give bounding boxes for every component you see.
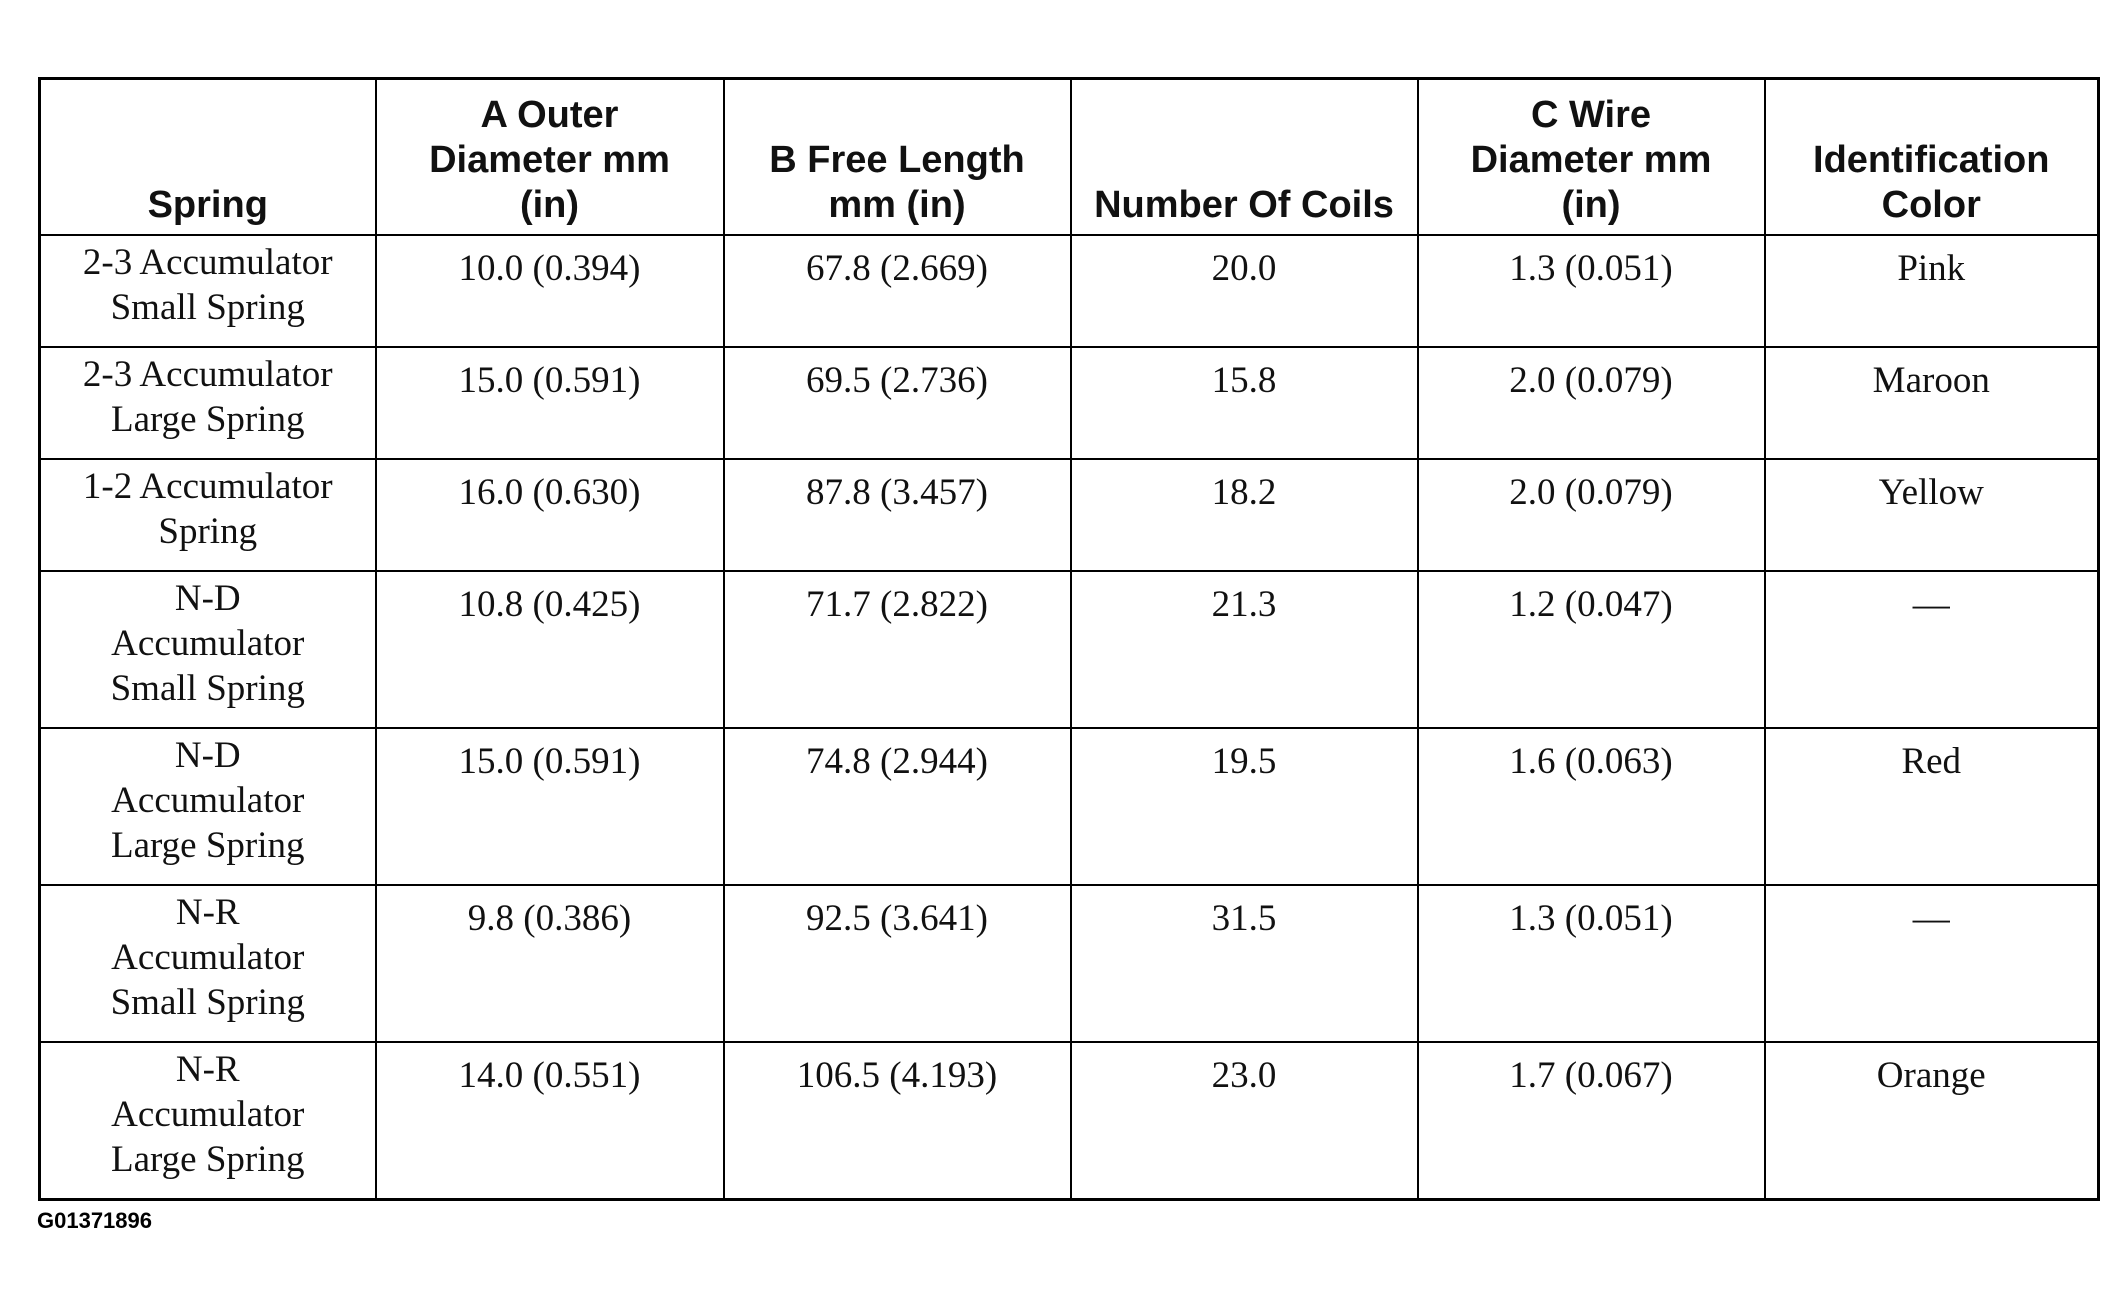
table-cell: 92.5 (3.641) [722,884,1072,1043]
spring-name-cell: N-R Accumulator Small Spring [38,884,377,1043]
table-cell: 1.3 (0.051) [1416,234,1766,348]
table-cell: 10.8 (0.425) [374,570,725,729]
spring-name-cell: 1-2 Accumulator Spring [38,458,377,572]
table-cell: 1.3 (0.051) [1416,884,1766,1043]
column-header: Number Of Coils [1069,77,1419,236]
table-cell: Maroon [1763,346,2100,460]
table-cell: 15.8 [1069,346,1419,460]
table-row: N-R Accumulator Large Spring 14.0 (0.551)… [38,1041,2100,1201]
column-header: B Free Length mm (in) [722,77,1072,236]
table-cell: 15.0 (0.591) [374,346,725,460]
spring-name-cell: N-R Accumulator Large Spring [38,1041,377,1201]
table-cell: 1.6 (0.063) [1416,727,1766,886]
table-cell: 16.0 (0.630) [374,458,725,572]
table-cell: 10.0 (0.394) [374,234,725,348]
table-cell: 9.8 (0.386) [374,884,725,1043]
table-cell: 14.0 (0.551) [374,1041,725,1201]
table-cell: Orange [1763,1041,2100,1201]
table-cell: Pink [1763,234,2100,348]
table-row: 2-3 Accumulator Small Spring 10.0 (0.394)… [38,234,2100,348]
table-cell: 18.2 [1069,458,1419,572]
table-cell: 15.0 (0.591) [374,727,725,886]
column-header: Spring [38,77,377,236]
table-cell: 23.0 [1069,1041,1419,1201]
spring-name-cell: N-D Accumulator Small Spring [38,570,377,729]
table-row: 2-3 Accumulator Large Spring 15.0 (0.591)… [38,346,2100,460]
table-cell: 2.0 (0.079) [1416,458,1766,572]
spring-name-cell: 2-3 Accumulator Small Spring [38,234,377,348]
table-cell: 74.8 (2.944) [722,727,1072,886]
table-cell: 20.0 [1069,234,1419,348]
table-cell: 31.5 [1069,884,1419,1043]
column-header: C Wire Diameter mm (in) [1416,77,1766,236]
table-row: N-D Accumulator Large Spring 15.0 (0.591)… [38,727,2100,886]
column-header: A Outer Diameter mm (in) [374,77,725,236]
table-cell: 21.3 [1069,570,1419,729]
table-cell: — [1763,570,2100,729]
table-row: N-R Accumulator Small Spring 9.8 (0.386) 9… [38,884,2100,1043]
table-cell: Yellow [1763,458,2100,572]
table-cell: 69.5 (2.736) [722,346,1072,460]
header-row: Spring A Outer Diameter mm (in) B Free Len… [38,77,2100,236]
figure-id: G01371896 [37,1208,152,1233]
table-cell: 67.8 (2.669) [722,234,1072,348]
table-row: 1-2 Accumulator Spring 16.0 (0.630) 87.8 (… [38,458,2100,572]
spring-specifications-table: Spring A Outer Diameter mm (in) B Free Len… [38,77,2100,1201]
spring-name-cell: N-D Accumulator Large Spring [38,727,377,886]
table-cell: 71.7 (2.822) [722,570,1072,729]
table-cell: 2.0 (0.079) [1416,346,1766,460]
column-header: Identification Color [1763,77,2100,236]
table-cell: 1.2 (0.047) [1416,570,1766,729]
table-cell: 106.5 (4.193) [722,1041,1072,1201]
spring-name-cell: 2-3 Accumulator Large Spring [38,346,377,460]
table-cell: 1.7 (0.067) [1416,1041,1766,1201]
table-cell: Red [1763,727,2100,886]
table-row: N-D Accumulator Small Spring 10.8 (0.425)… [38,570,2100,729]
table-cell: 87.8 (3.457) [722,458,1072,572]
table-cell: — [1763,884,2100,1043]
table-cell: 19.5 [1069,727,1419,886]
